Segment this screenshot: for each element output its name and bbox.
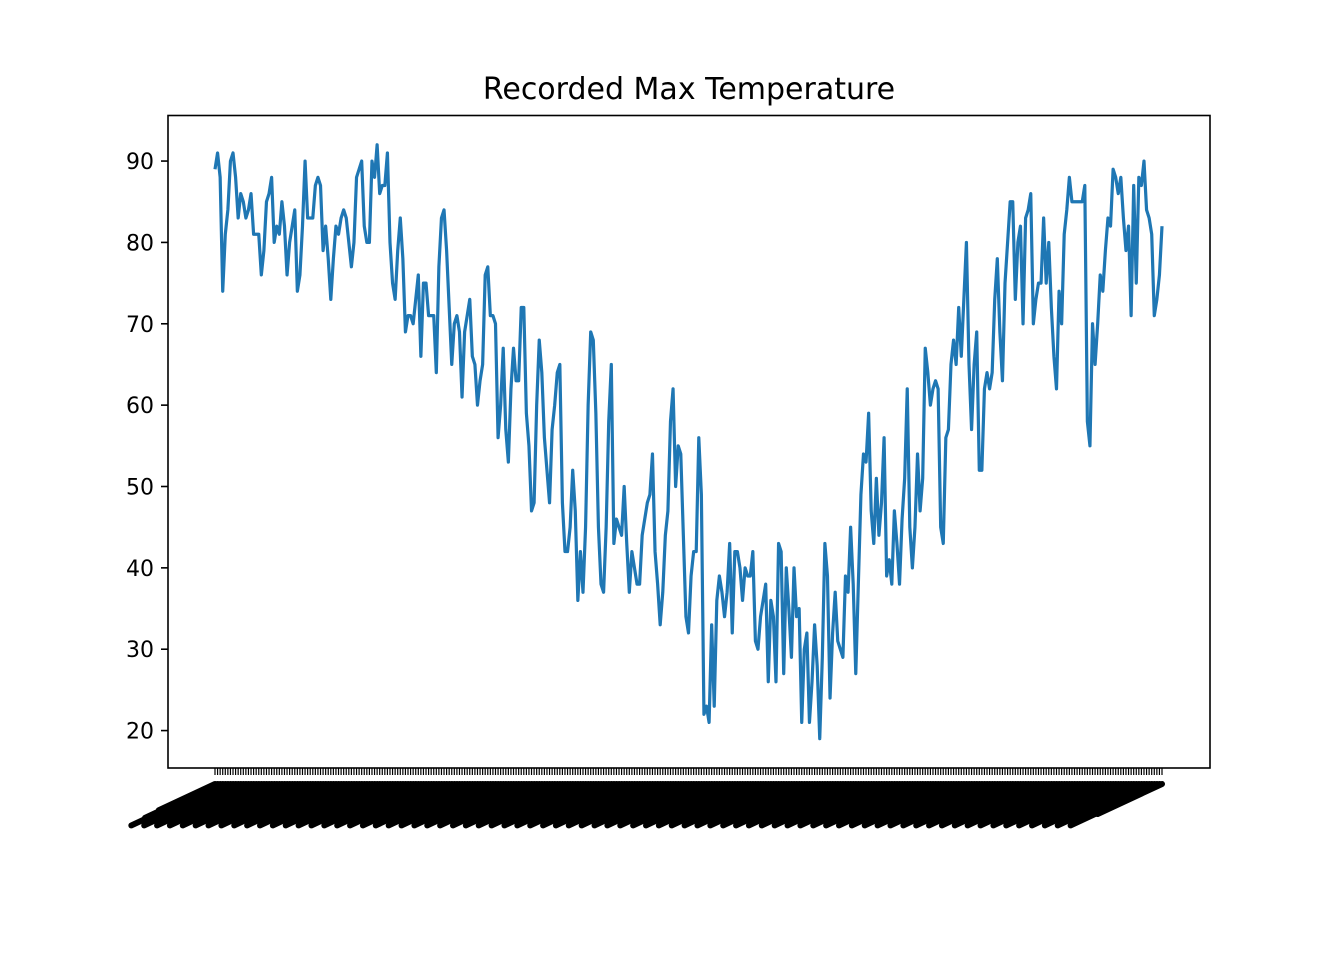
x-tick-mark bbox=[214, 768, 1163, 775]
y-tick-label: 20 bbox=[126, 720, 154, 745]
y-tick-label: 40 bbox=[126, 557, 154, 582]
y-tick-label: 50 bbox=[126, 475, 154, 500]
chart-title: Recorded Max Temperature bbox=[483, 72, 895, 107]
x-tick-label bbox=[1094, 781, 1165, 818]
y-tick-label: 30 bbox=[126, 638, 154, 663]
series-layer bbox=[213, 143, 1164, 741]
plot-frame bbox=[167, 114, 1211, 769]
y-tick-label: 60 bbox=[126, 394, 154, 419]
x-tick-labels bbox=[128, 781, 1165, 829]
y-tick-label: 80 bbox=[126, 231, 154, 256]
y-tick-label: 70 bbox=[126, 313, 154, 338]
x-tick-marks bbox=[214, 768, 1163, 775]
y-axis-ticks: 20 30 40 50 60 70 80 90 bbox=[126, 150, 168, 745]
max-temperature-line bbox=[213, 143, 1164, 741]
y-tick-label: 90 bbox=[126, 150, 154, 175]
